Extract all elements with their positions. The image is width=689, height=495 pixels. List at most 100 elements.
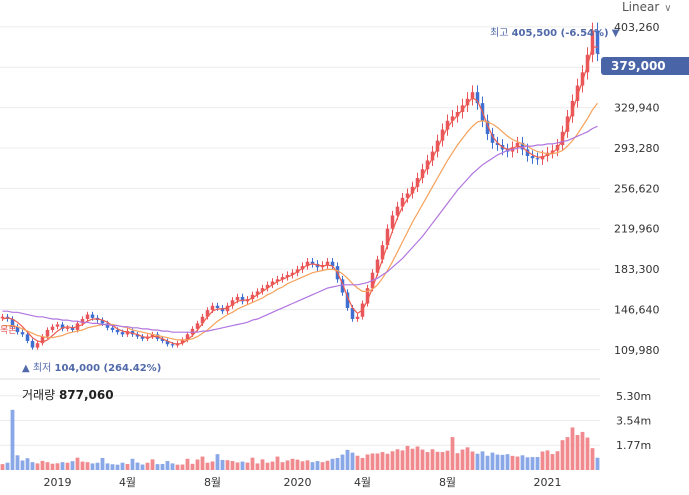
candle-body <box>185 334 190 340</box>
candle-body <box>180 339 185 344</box>
volume-bar <box>535 456 540 470</box>
candle-body <box>70 327 75 330</box>
candle-body <box>240 296 245 302</box>
volume-bar <box>25 458 30 470</box>
volume-bar <box>365 454 370 470</box>
candle-body <box>345 292 350 308</box>
volume-bar <box>565 437 570 470</box>
candle-body <box>435 140 440 152</box>
volume-bar <box>585 437 590 470</box>
volume-bar <box>75 457 80 470</box>
candle-body <box>475 92 480 104</box>
candle-body <box>590 30 595 55</box>
candle-body <box>365 288 370 304</box>
current-price-tag: 379,000 <box>601 57 689 75</box>
volume-bar <box>460 449 465 470</box>
candle-body <box>80 318 85 324</box>
volume-bar <box>90 463 95 470</box>
price-tick-label: 219,960 <box>614 223 660 236</box>
volume-bar <box>405 445 410 470</box>
candle-body <box>285 274 290 278</box>
price-tick-label: 403,260 <box>614 21 660 34</box>
candle-body <box>350 307 355 319</box>
volume-bar <box>440 452 445 470</box>
candle-body <box>230 300 235 306</box>
volume-label: 거래량 <box>22 388 56 402</box>
time-tick-label: 2019 <box>44 476 72 489</box>
candle-body <box>15 326 20 333</box>
volume-bar <box>85 462 90 470</box>
candle-body <box>410 186 415 194</box>
volume-bar <box>505 454 510 470</box>
volume-bar <box>355 455 360 470</box>
candle-body <box>90 314 95 318</box>
candle-body <box>525 149 530 157</box>
volume-bar <box>510 455 515 470</box>
candle-body <box>450 116 455 121</box>
candle-body <box>200 316 205 324</box>
volume-bar <box>285 460 290 470</box>
candle-body <box>550 150 555 153</box>
candle-body <box>205 310 210 317</box>
volume-bar <box>300 461 305 470</box>
volume-bar <box>410 448 415 470</box>
volume-bar <box>570 427 575 470</box>
volume-bar <box>390 451 395 470</box>
candle-body <box>25 334 30 341</box>
volume-gridlines <box>0 395 600 446</box>
candle-body <box>310 261 315 264</box>
low-value: 104,000 (264.42%) <box>54 363 162 374</box>
volume-bar <box>450 437 455 470</box>
candle-body <box>35 343 40 348</box>
candle-body <box>110 327 115 330</box>
candle-body <box>415 178 420 187</box>
candle-body <box>0 316 5 319</box>
volume-bar <box>55 463 60 470</box>
candle-body <box>280 277 285 280</box>
candle-body <box>395 206 400 216</box>
volume-bar <box>445 450 450 470</box>
volume-bar <box>530 457 535 470</box>
candle-body <box>255 291 260 295</box>
candle-body <box>210 305 215 311</box>
price-tick-label: 183,300 <box>614 263 660 276</box>
volume-bar <box>555 451 560 470</box>
volume-bar <box>160 463 165 470</box>
candle-body <box>140 336 145 339</box>
price-tick-label: 146,640 <box>614 303 660 316</box>
candle-body <box>150 334 155 337</box>
volume-tick-label: 1.77m <box>616 439 651 452</box>
candle-body <box>445 120 450 130</box>
volume-bar <box>325 460 330 470</box>
volume-bar <box>165 461 170 470</box>
candle-body <box>170 344 175 346</box>
volume-bar <box>175 464 180 470</box>
scale-mode-label: Linear <box>622 0 660 14</box>
volume-bar <box>145 462 150 470</box>
candle-body <box>305 261 310 267</box>
time-tick-label: 4월 <box>354 476 371 489</box>
volume-bar <box>560 440 565 470</box>
high-price-label: 최고 405,500 (-6.54%) ▼ <box>490 24 620 39</box>
candle-body <box>460 105 465 112</box>
volume-bar <box>400 450 405 470</box>
volume-bar <box>595 457 600 470</box>
candle-body <box>575 85 580 101</box>
high-value: 405,500 (-6.54%) <box>511 28 609 39</box>
volume-bar <box>20 460 25 470</box>
volume-bar <box>95 462 100 470</box>
volume-bar <box>200 456 205 470</box>
candle-body <box>260 288 265 292</box>
candle-body <box>565 116 570 132</box>
volume-bar <box>395 449 400 470</box>
volume-bar <box>65 462 70 470</box>
ma-short-line <box>2 46 598 345</box>
volume-bar <box>50 463 55 470</box>
volume-bar <box>320 462 325 470</box>
volume-bar <box>250 457 255 470</box>
volume-bar <box>305 460 310 470</box>
candle-body <box>135 334 140 337</box>
candle-body <box>515 142 520 148</box>
scale-mode-dropdown[interactable]: Linear ∨ <box>622 0 689 14</box>
